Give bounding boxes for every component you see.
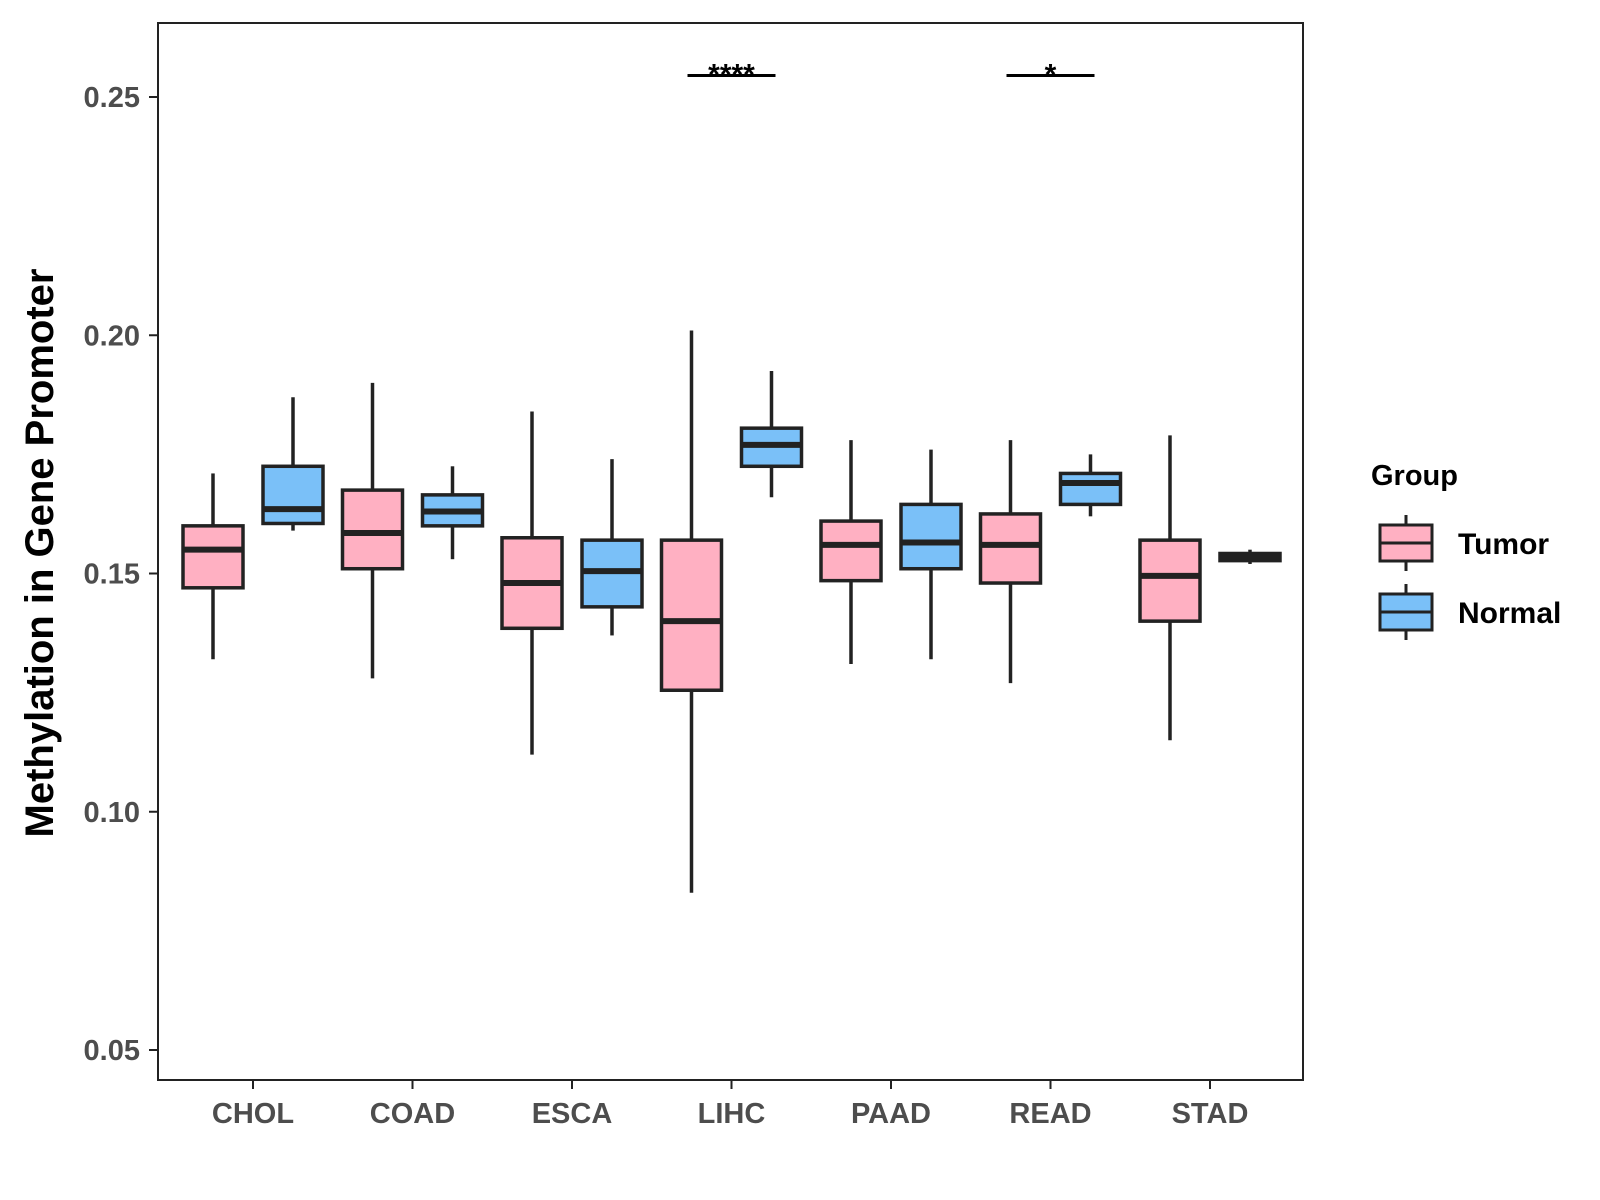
box-body <box>978 512 1043 585</box>
legend: Group Tumor Normal <box>1371 460 1561 640</box>
box-tumor-chol <box>181 473 245 660</box>
y-axis: 0.05 0.10 0.15 0.20 0.25 <box>84 82 158 1067</box>
x-tick-label: ESCA <box>532 1098 613 1130</box>
box-group <box>181 330 1282 893</box>
box-normal-stad <box>1218 549 1282 564</box>
box-tumor-read <box>978 440 1043 684</box>
x-tick-label: CHOL <box>212 1098 294 1130</box>
box-body <box>340 488 405 571</box>
panel-border <box>157 22 1304 1081</box>
box-normal-read <box>1058 454 1123 517</box>
y-axis-title: Methylation in Gene Promoter <box>18 269 62 838</box>
box-body <box>1058 471 1123 507</box>
legend-entry-tumor: Tumor <box>1378 515 1549 571</box>
box-body <box>1138 538 1202 623</box>
box-tumor-lihc <box>659 330 724 893</box>
box-normal-lihc <box>739 370 804 498</box>
legend-title: Group <box>1371 460 1458 492</box>
y-tick-label: 0.10 <box>84 797 140 829</box>
box-body <box>261 464 325 526</box>
box-normal-paad <box>899 449 963 660</box>
box-body <box>659 538 724 692</box>
x-tick-label: LIHC <box>698 1098 766 1130</box>
significance-label: * <box>1045 59 1057 92</box>
significance-label: **** <box>708 59 755 92</box>
box-tumor-esca <box>500 411 564 755</box>
legend-label: Tumor <box>1458 528 1549 561</box>
significance-annotations: **** * <box>687 59 1095 92</box>
box-body <box>181 524 245 590</box>
x-axis: CHOL COAD ESCA LIHC PAAD READ STAD <box>212 1080 1248 1130</box>
box-normal-coad <box>420 466 485 560</box>
y-tick-label: 0.20 <box>84 320 140 352</box>
x-tick-label: PAAD <box>851 1098 931 1130</box>
box-tumor-stad <box>1138 435 1202 741</box>
box-tumor-coad <box>340 382 405 679</box>
y-tick-label: 0.05 <box>84 1035 140 1067</box>
x-tick-label: READ <box>1009 1098 1091 1130</box>
y-tick-label: 0.15 <box>84 559 140 591</box>
x-tick-label: COAD <box>370 1098 455 1130</box>
legend-entry-normal: Normal <box>1378 584 1561 640</box>
box-body <box>899 502 963 571</box>
legend-label: Normal <box>1458 597 1561 630</box>
y-tick-label: 0.25 <box>84 82 140 114</box>
x-tick-label: STAD <box>1172 1098 1249 1130</box>
box-normal-esca <box>580 459 644 636</box>
box-normal-chol <box>261 397 325 531</box>
box-tumor-paad <box>819 440 883 665</box>
box-body <box>819 519 883 583</box>
